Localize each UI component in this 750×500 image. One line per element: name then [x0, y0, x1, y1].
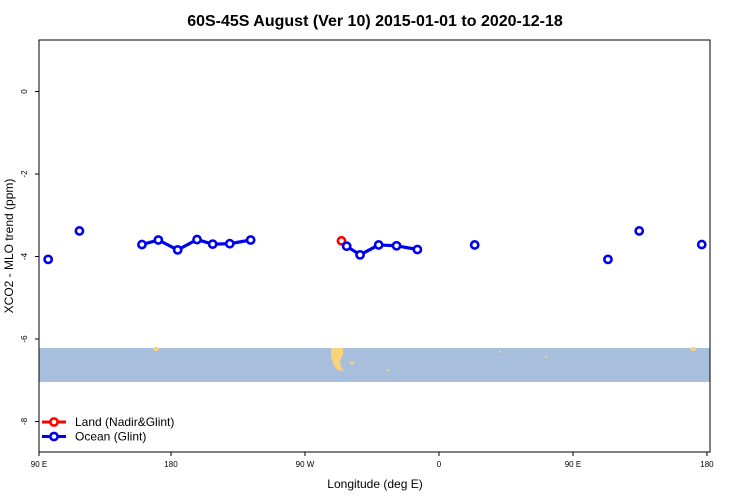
data-point-ocean-glint — [373, 240, 384, 250]
land-patch — [331, 348, 344, 371]
data-point-ocean-glint — [412, 244, 423, 255]
land-patch — [387, 369, 389, 371]
y-tick-label: 0 — [20, 89, 29, 94]
legend-marker — [49, 431, 59, 442]
x-tick-label: 0 — [437, 460, 442, 469]
data-point-ocean-glint — [469, 240, 480, 250]
legend: Land (Nadir&Glint)Ocean (Glint) — [42, 415, 174, 444]
data-point-ocean-glint — [696, 239, 707, 250]
y-tick-label: -6 — [20, 335, 29, 343]
x-axis-label: Longitude (deg E) — [327, 477, 422, 491]
land-patch — [545, 356, 547, 358]
ocean-band — [39, 348, 710, 382]
data-point-ocean-glint — [207, 239, 218, 250]
legend-marker — [49, 417, 59, 427]
x-axis: 90 E 180 90 W 0 90 E 180 — [31, 452, 714, 469]
data-point-ocean-glint — [341, 241, 352, 252]
data-point-ocean-glint — [603, 254, 613, 265]
x-tick-label: 90 W — [296, 460, 315, 469]
data-point-ocean-glint — [192, 234, 202, 245]
land-patch — [153, 347, 159, 351]
legend-label: Land (Nadir&Glint) — [75, 415, 174, 429]
data-point-ocean-glint — [634, 226, 645, 236]
x-tick-label: 90 E — [31, 460, 47, 469]
data-point-ocean-glint — [43, 254, 54, 265]
land-patch — [499, 351, 501, 353]
y-tick-label: -2 — [20, 170, 29, 178]
land-patch — [350, 361, 354, 365]
land-masses — [153, 347, 696, 371]
data-point-ocean-glint — [391, 240, 402, 251]
y-axis-label: XCO2 - MLO trend (ppm) — [2, 179, 16, 314]
x-tick-label: 90 E — [565, 460, 581, 469]
x-tick-label: 180 — [164, 460, 178, 469]
plot-frame — [38, 39, 711, 453]
data-point-ocean-glint — [245, 235, 256, 245]
y-tick-label: -4 — [20, 252, 29, 260]
x-tick-label: 180 — [700, 460, 714, 469]
chart-title: 60S-45S August (Ver 10) 2015-01-01 to 20… — [187, 13, 563, 30]
legend-label: Ocean (Glint) — [75, 430, 146, 444]
y-tick-label: -8 — [20, 417, 29, 425]
data-point-ocean-glint — [172, 244, 183, 255]
map-band — [39, 347, 710, 382]
y-axis: 0 -2 -4 -6 -8 — [20, 89, 39, 425]
land-patch — [690, 347, 696, 351]
data-point-ocean-glint — [153, 235, 164, 245]
data-point-ocean-glint — [137, 239, 147, 250]
series-layer — [43, 226, 707, 265]
data-point-land-nadir-glint — [336, 235, 347, 246]
data-point-ocean-glint — [355, 249, 365, 260]
data-point-ocean-glint — [224, 238, 235, 249]
data-point-ocean-glint — [74, 226, 85, 236]
